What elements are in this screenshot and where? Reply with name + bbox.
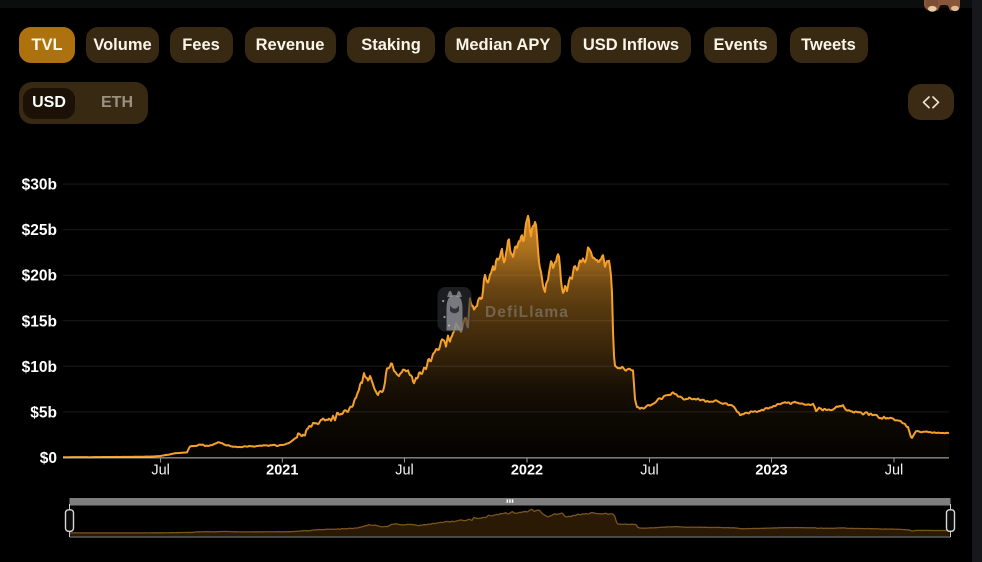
- svg-text:$5b: $5b: [30, 404, 57, 421]
- svg-text:DefiLlama: DefiLlama: [485, 304, 569, 321]
- svg-text:2021: 2021: [266, 463, 298, 479]
- svg-text:Jul: Jul: [151, 463, 170, 479]
- svg-text:$30b: $30b: [22, 177, 57, 194]
- svg-text:$25b: $25b: [22, 222, 57, 239]
- svg-text:Jul: Jul: [395, 463, 414, 479]
- svg-text:$20b: $20b: [22, 268, 57, 285]
- svg-text:2023: 2023: [755, 463, 787, 479]
- svg-text:Jul: Jul: [640, 463, 659, 479]
- svg-text:$15b: $15b: [22, 313, 57, 330]
- svg-text:$10b: $10b: [22, 359, 57, 376]
- svg-text:$0: $0: [40, 450, 57, 467]
- svg-text:2022: 2022: [511, 463, 543, 479]
- svg-text:Jul: Jul: [885, 463, 904, 479]
